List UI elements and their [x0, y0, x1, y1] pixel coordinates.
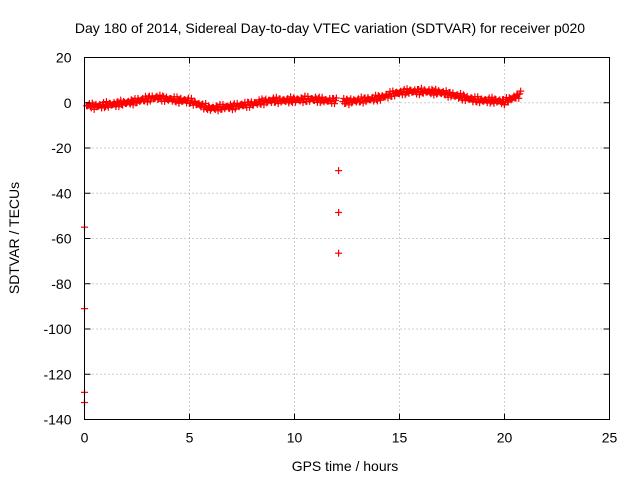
y-tick-label: -20: [51, 140, 71, 156]
data-point: [331, 100, 339, 108]
data-point: [488, 93, 496, 101]
y-axis-label: SDTVAR / TECUs: [6, 182, 22, 294]
data-point: [100, 98, 108, 106]
y-tick-label: -60: [51, 231, 71, 247]
grid-layer: [84, 57, 610, 420]
data-point: [457, 89, 465, 97]
data-point: [384, 94, 392, 102]
outlier-point: [335, 167, 343, 175]
data-point: [332, 94, 340, 102]
x-tick-label: 20: [497, 430, 513, 446]
x-tick-label: 25: [602, 430, 618, 446]
data-points: [81, 84, 525, 407]
outlier-point: [335, 208, 343, 216]
outlier-point: [335, 249, 343, 257]
chart-title: Day 180 of 2014, Sidereal Day-to-day VTE…: [75, 20, 585, 36]
data-point: [299, 99, 307, 107]
y-tick-label: 20: [56, 50, 72, 66]
y-tick-label: -140: [43, 412, 71, 428]
y-tick-label: -100: [43, 321, 71, 337]
x-tick-label: 15: [392, 430, 408, 446]
y-tick-label: -80: [51, 276, 71, 292]
x-tick-label: 10: [287, 430, 303, 446]
x-tick-label: 0: [81, 430, 89, 446]
x-axis-label: GPS time / hours: [292, 458, 399, 474]
y-tick-label: -40: [51, 185, 71, 201]
y-tick-label: 0: [64, 95, 72, 111]
plot-frame: [84, 57, 610, 420]
x-tick-label: 5: [186, 430, 194, 446]
data-point: [517, 87, 525, 95]
y-tick-label: -120: [43, 366, 71, 382]
data-point: [373, 97, 381, 105]
data-point: [515, 94, 523, 102]
axis-ticks: 0 5 10 15 20 25 20 0 -20 -40 -60 -80 -100 -120 -140: [43, 50, 617, 446]
